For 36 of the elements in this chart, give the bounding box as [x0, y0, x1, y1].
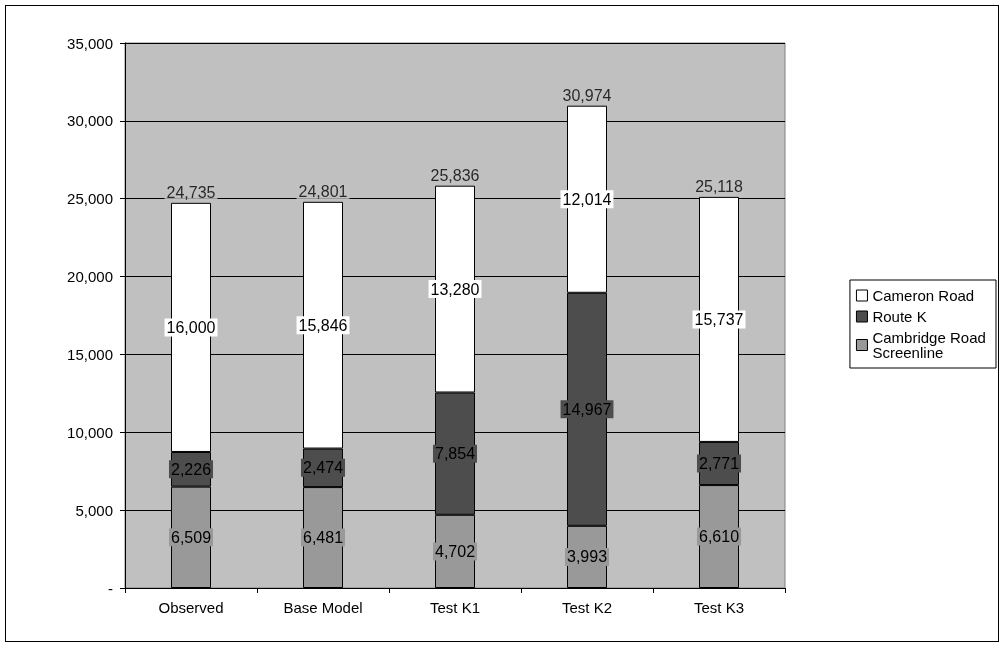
y-tick-label: 10,000	[67, 423, 113, 441]
data-label: 16,000	[166, 318, 216, 336]
y-tick-label: -	[108, 579, 113, 597]
total-label: 25,836	[430, 167, 480, 185]
legend-label: Cameron Road	[872, 287, 975, 304]
data-label: 6,481	[302, 529, 344, 547]
data-label: 7,854	[434, 445, 476, 463]
total-label: 30,974	[562, 87, 612, 105]
data-label: 2,771	[698, 455, 740, 472]
legend-label: Route K	[872, 308, 927, 325]
data-label: 4,702	[434, 542, 476, 560]
data-label: 6,610	[698, 528, 740, 546]
y-tick-label: 5,000	[75, 501, 113, 519]
x-tick-label: Test K3	[693, 599, 745, 616]
data-label: 15,737	[694, 310, 744, 328]
data-label: 15,846	[298, 316, 348, 334]
data-label: 13,280	[430, 280, 480, 298]
legend-label: Cambridge Road Screenline	[872, 329, 990, 361]
y-tick-label: 15,000	[67, 345, 113, 363]
x-tick-label: Observed	[158, 599, 224, 616]
data-label: 3,993	[566, 548, 608, 566]
data-label: 2,226	[170, 460, 212, 478]
x-tick-label: Test K2	[561, 599, 613, 616]
x-tick-label: Test K1	[429, 599, 481, 616]
y-tick-label: 20,000	[67, 268, 113, 286]
total-label: 24,735	[166, 184, 216, 202]
total-label: 25,118	[695, 178, 743, 196]
data-label: 6,509	[170, 528, 212, 546]
total-label: 24,801	[298, 183, 348, 201]
y-tick-label: 25,000	[67, 190, 113, 208]
y-tick-label: 30,000	[67, 112, 113, 130]
data-label: 14,967	[562, 400, 612, 418]
y-tick-label: 35,000	[67, 34, 113, 52]
data-label: 2,474	[302, 459, 344, 477]
x-tick-label: Base Model	[283, 599, 363, 616]
data-label: 12,014	[562, 190, 612, 208]
